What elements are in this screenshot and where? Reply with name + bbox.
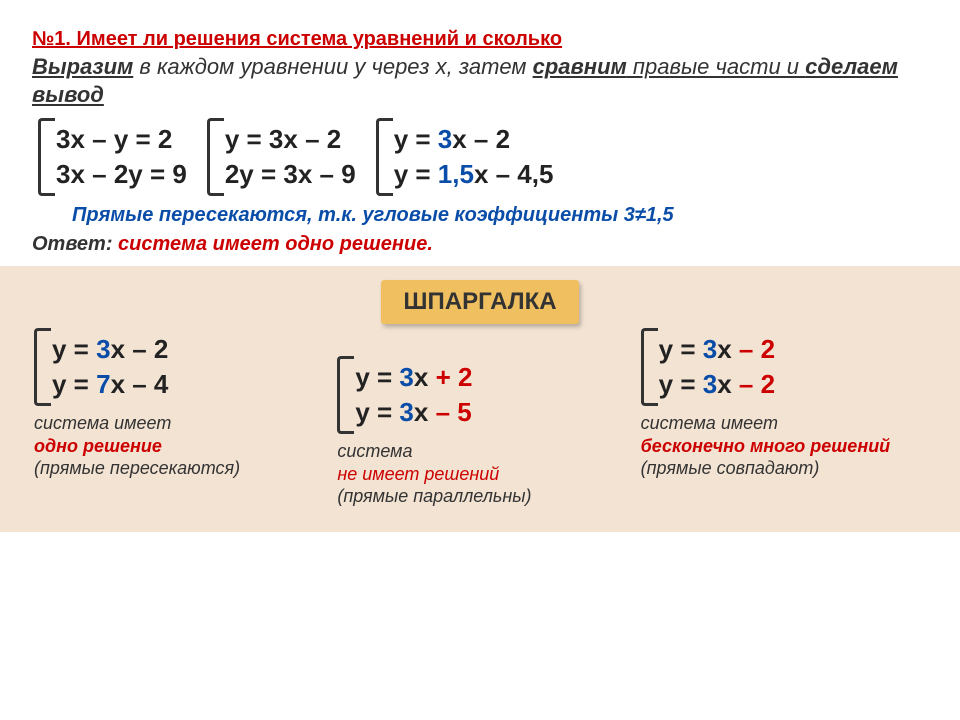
cheat-eq-1-1: у = 3х – 2 — [52, 332, 319, 367]
eq-part: у = — [52, 369, 96, 399]
brace-icon — [207, 118, 224, 196]
system-2: у = 3х – 2 2у = 3х – 9 — [207, 122, 356, 192]
note-intersect: Прямые пересекаются, т.к. угловые коэффи… — [72, 204, 928, 227]
eq-2-1: у = 3х – 2 — [225, 122, 356, 157]
cheatsheet-title: ШПАРГАЛКА — [381, 280, 578, 324]
slope-coef: 3 — [399, 397, 413, 427]
eq-part: у = — [659, 369, 703, 399]
cheat-eq-2-1: у = 3х + 2 — [355, 360, 622, 395]
eq-part: х – 4 — [111, 369, 169, 399]
eq-part: у = — [355, 397, 399, 427]
eq-part: у = — [52, 334, 96, 364]
systems-row: 3х – у = 2 3х – 2у = 9 у = 3х – 2 2у = 3… — [38, 122, 928, 192]
eq-part: у = — [394, 124, 438, 154]
cheat-eq-2-2: у = 3х – 5 — [355, 395, 622, 430]
answer-text: система имеет одно решение. — [118, 233, 433, 255]
eq-part: х — [414, 397, 436, 427]
slide: №1. Имеет ли решения система уравнений и… — [0, 0, 960, 532]
instr-p1b: в каждом уравнении у через х, затем — [133, 54, 532, 79]
desc-part: система — [337, 441, 412, 461]
eq-part: х — [414, 362, 436, 392]
instr-p2a: правые части и — [627, 54, 805, 79]
desc-part: (прямые пересекаются) — [34, 458, 240, 478]
eq-part: х — [717, 334, 739, 364]
desc-highlight: не имеет решений — [337, 464, 499, 484]
cheat-system-1: у = 3х – 2 у = 7х – 4 — [34, 332, 319, 402]
cheat-col-3: у = 3х – 2 у = 3х – 2 система имеет беск… — [641, 332, 926, 480]
cheat-desc-1: система имеет одно решение (прямые перес… — [34, 412, 319, 480]
desc-part: система имеет — [641, 413, 778, 433]
eq-part: х — [717, 369, 739, 399]
eq-part: х – 2 — [452, 124, 510, 154]
brace-icon — [376, 118, 393, 196]
desc-highlight: бесконечно много решений — [641, 436, 891, 456]
cheat-system-3: у = 3х – 2 у = 3х – 2 — [641, 332, 926, 402]
intercept: – 5 — [436, 397, 472, 427]
eq-3-1: у = 3х – 2 — [394, 122, 554, 157]
eq-part: х – 2 — [111, 334, 169, 364]
cheat-desc-2: система не имеет решений (прямые паралле… — [337, 440, 622, 508]
cheat-col-2: у = 3х + 2 у = 3х – 5 система не имеет р… — [337, 332, 622, 508]
brace-icon — [641, 328, 658, 406]
cheatsheet-block: ШПАРГАЛКА у = 3х – 2 у = 7х – 4 система … — [0, 266, 960, 532]
instr-word-express: Выразим — [32, 54, 133, 79]
brace-icon — [337, 356, 354, 434]
slope-coef: 3 — [438, 124, 452, 154]
slope-coef: 3 — [703, 334, 717, 364]
cheatsheet-title-wrap: ШПАРГАЛКА — [34, 280, 926, 324]
slope-coef: 7 — [96, 369, 110, 399]
cheat-system-2: у = 3х + 2 у = 3х – 5 — [337, 360, 622, 430]
eq-1-2: 3х – 2у = 9 — [56, 157, 187, 192]
instr-word-compare: сравним — [533, 54, 627, 79]
desc-part: (прямые совпадают) — [641, 458, 820, 478]
answer-line: Ответ: система имеет одно решение. — [32, 233, 928, 256]
cheat-desc-3: система имеет бесконечно много решений (… — [641, 412, 926, 480]
intercept: + 2 — [436, 362, 473, 392]
slope-coef: 3 — [399, 362, 413, 392]
cheatsheet-row: у = 3х – 2 у = 7х – 4 система имеет одно… — [34, 332, 926, 508]
brace-icon — [34, 328, 51, 406]
desc-highlight: одно решение — [34, 436, 162, 456]
cheat-eq-3-1: у = 3х – 2 — [659, 332, 926, 367]
cheat-col-1: у = 3х – 2 у = 7х – 4 система имеет одно… — [34, 332, 319, 480]
desc-part: система имеет — [34, 413, 171, 433]
eq-part: у = — [394, 159, 438, 189]
intercept: – 2 — [739, 334, 775, 364]
answer-label: Ответ: — [32, 233, 118, 255]
desc-part: (прямые параллельны) — [337, 486, 531, 506]
eq-2-2: 2у = 3х – 9 — [225, 157, 356, 192]
system-1: 3х – у = 2 3х – 2у = 9 — [38, 122, 187, 192]
cheat-eq-1-2: у = 7х – 4 — [52, 367, 319, 402]
eq-part: у = — [659, 334, 703, 364]
slope-coef: 3 — [96, 334, 110, 364]
eq-part: у = — [355, 362, 399, 392]
eq-part: х – 4,5 — [474, 159, 554, 189]
eq-3-2: у = 1,5х – 4,5 — [394, 157, 554, 192]
eq-1-1: 3х – у = 2 — [56, 122, 187, 157]
system-3: у = 3х – 2 у = 1,5х – 4,5 — [376, 122, 554, 192]
slope-coef: 3 — [703, 369, 717, 399]
instruction-text: Выразим в каждом уравнении у через х, за… — [32, 53, 928, 108]
brace-icon — [38, 118, 55, 196]
slope-coef: 1,5 — [438, 159, 474, 189]
problem-title: №1. Имеет ли решения система уравнений и… — [32, 28, 928, 51]
cheat-eq-3-2: у = 3х – 2 — [659, 367, 926, 402]
intercept: – 2 — [739, 369, 775, 399]
